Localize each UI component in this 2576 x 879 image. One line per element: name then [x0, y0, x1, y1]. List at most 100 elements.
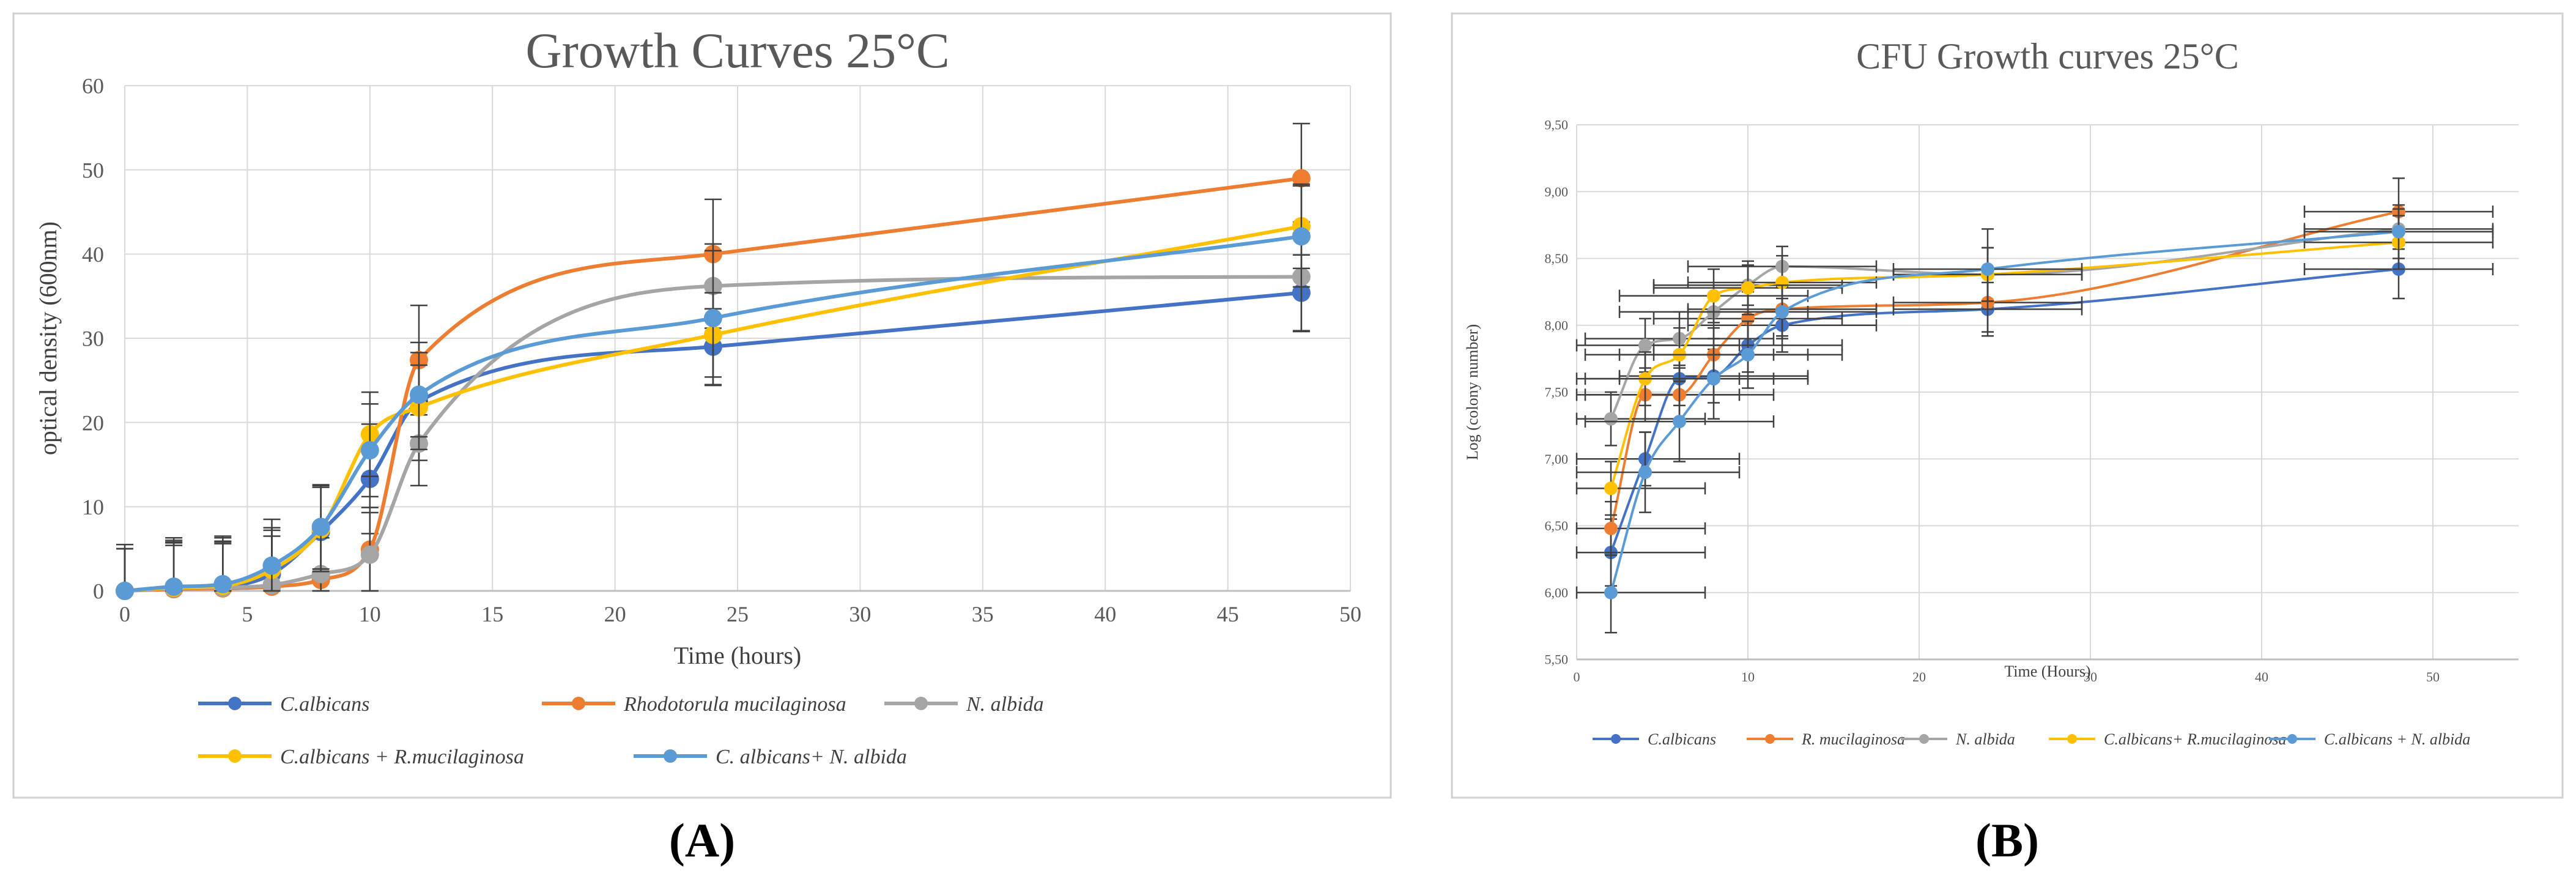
legend-marker [572, 697, 585, 710]
x-axis-label: Time (Hours) [2004, 662, 2090, 680]
data-point [1707, 289, 1720, 303]
y-axis-label: Log (colony number) [1464, 324, 1481, 460]
legend-item-c-albicans-r-mucilaginosa: C.albicans+ R.mucilaginosa [2049, 730, 2286, 748]
legend-marker [2287, 734, 2297, 744]
x-tick-label: 10 [359, 602, 381, 626]
data-point [1638, 338, 1652, 352]
legend-item-c-albicans-r-mucilaginosa: C.albicans + R.mucilaginosa [198, 746, 524, 768]
legend-label: Rhodotorula mucilaginosa [623, 693, 846, 716]
x-tick-label: 30 [2084, 669, 2097, 684]
x-tick-label: 25 [727, 602, 749, 626]
data-point [1604, 412, 1618, 426]
data-point [1741, 347, 1755, 362]
legend-marker [1765, 734, 1775, 744]
y-tick-label: 8,50 [1545, 251, 1569, 266]
legend-marker [1611, 734, 1621, 744]
data-point [703, 308, 722, 327]
data-point [311, 517, 330, 536]
x-tick-label: 10 [1741, 669, 1755, 684]
data-point [1292, 169, 1311, 188]
series-line [1610, 241, 2399, 489]
legend-label: C.albicans + R.mucilaginosa [280, 746, 524, 768]
legend-label: C.albicans [280, 693, 369, 716]
data-point [262, 556, 281, 575]
legend-marker [228, 749, 242, 763]
data-point [1638, 465, 1652, 480]
x-tick-label: 20 [1912, 669, 1926, 684]
y-tick-label: 30 [82, 327, 104, 351]
y-tick-label: 6,50 [1545, 518, 1569, 533]
y-tick-label: 9,50 [1545, 117, 1569, 133]
data-point [1604, 481, 1618, 495]
legend-label: C.albicans [1648, 730, 1716, 748]
panel-label-b: (B) [1975, 814, 2039, 867]
legend-marker [228, 697, 242, 710]
x-tick-label: 45 [1217, 602, 1239, 626]
y-tick-label: 10 [82, 495, 104, 519]
series-line [1610, 267, 2399, 553]
legend-marker [664, 749, 677, 763]
data-point [360, 545, 379, 564]
x-axis-label: Time (hours) [674, 642, 802, 669]
series-c-albicans-n-albida [116, 185, 1311, 600]
chart-a: Growth Curves 25°C 0 10 20 30 40 50 60 0 5 10 15 20 2… [34, 23, 1361, 768]
x-tick-label: 40 [1094, 602, 1116, 626]
panel-label-a: (A) [669, 814, 735, 867]
legend-item-c-albicans: C.albicans [1593, 730, 1716, 748]
legend-label: C.albicans + N. albida [2324, 730, 2470, 748]
legend-marker [914, 697, 928, 710]
x-tick-label: 5 [242, 602, 253, 626]
y-tick-label: 50 [82, 158, 104, 182]
x-tick-label: 35 [972, 602, 994, 626]
legend-label: C.albicans+ R.mucilaginosa [2104, 730, 2286, 748]
legend-label: R. mucilaginosa [1801, 730, 1905, 748]
legend-item-c-albicans-n-albida: C. albicans+ N. albida [634, 746, 907, 768]
x-tick-label: 0 [1574, 669, 1580, 684]
data-point [1741, 281, 1755, 295]
y-axis-label: optical density (600nm) [34, 221, 62, 455]
data-point [1673, 415, 1686, 429]
y-tick-label: 60 [82, 74, 104, 98]
data-point [1707, 372, 1720, 386]
legend-label: N. albida [966, 693, 1044, 716]
x-tick-label: 50 [2426, 669, 2440, 684]
chart-title: CFU Growth curves 25°C [1856, 36, 2239, 76]
data-point [1292, 227, 1311, 246]
series-c-albicans-r-mucilaginosa [1575, 215, 2494, 516]
chart-a-frame [12, 12, 1392, 799]
data-point [360, 441, 379, 460]
data-point [1981, 262, 1994, 276]
data-point [213, 574, 232, 593]
x-tick-label: 20 [604, 602, 626, 626]
legend-label: N. albida [1955, 730, 2015, 748]
y-tick-label: 7,50 [1545, 385, 1569, 400]
y-tick-label: 0 [93, 579, 104, 604]
legend-marker [2067, 734, 2077, 744]
y-tick-label: 9,00 [1545, 184, 1569, 199]
legend-marker [1919, 734, 1929, 744]
y-tick-label: 6,00 [1545, 585, 1569, 600]
data-point [116, 582, 134, 600]
series-c-albicans-n-albida [1575, 204, 2494, 634]
legend-item-n-albida: N. albida [884, 693, 1044, 716]
y-tick-label: 20 [82, 410, 104, 435]
legend-item-n-albida: N. albida [1901, 730, 2015, 748]
x-tick-label: 40 [2255, 669, 2268, 684]
data-point [409, 385, 428, 404]
y-tick-label: 7,00 [1545, 451, 1569, 467]
data-point [2392, 224, 2405, 239]
data-point [1604, 521, 1618, 535]
data-point [1775, 305, 1789, 319]
x-tick-label: 30 [849, 602, 871, 626]
y-tick-label: 8,00 [1545, 317, 1569, 333]
legend-item-c-albicans: C.albicans [198, 693, 369, 716]
legend-item-c-albicans-n-albida: C.albicans + N. albida [2269, 730, 2470, 748]
x-tick-label: 15 [481, 602, 503, 626]
x-tick-label: 0 [119, 602, 130, 626]
x-tick-label: 50 [1339, 602, 1361, 626]
data-point [1604, 585, 1618, 599]
chart-b: CFU Growth curves 25°C 5,50 6,00 6,50 7,00 7,… [1464, 36, 2519, 748]
y-tick-label: 5,50 [1545, 652, 1569, 667]
legend-item-rhodotorula-mucilaginosa: Rhodotorula mucilaginosa [542, 693, 846, 716]
